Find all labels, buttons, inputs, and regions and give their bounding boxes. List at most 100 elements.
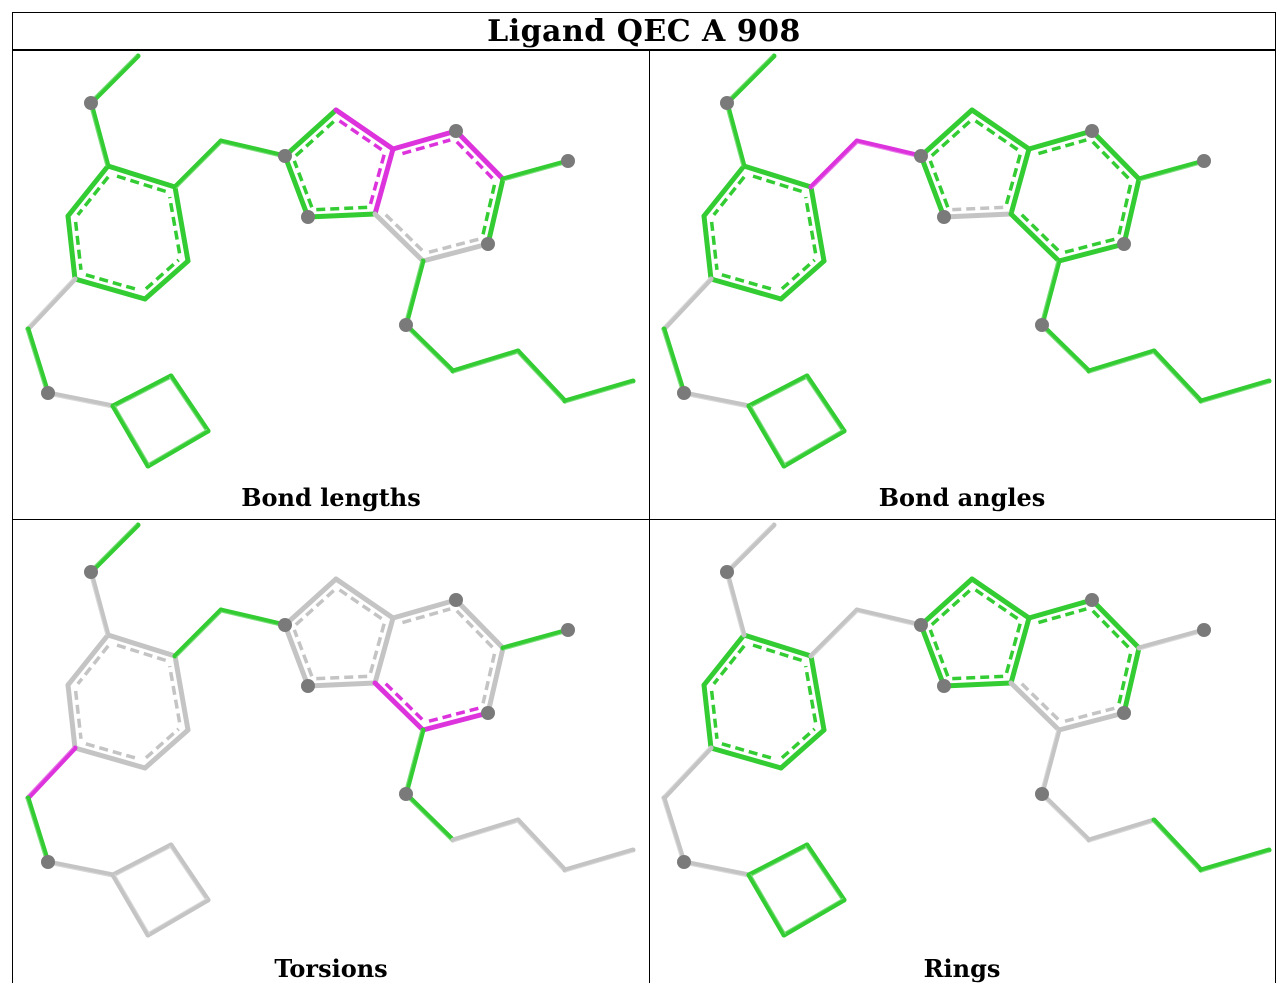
bond-j-k — [918, 107, 975, 159]
atom-aa-torsions — [41, 855, 55, 869]
bond-s-t — [1056, 706, 1127, 733]
atom-o-torsions — [449, 593, 463, 607]
bond-h-c — [105, 163, 178, 194]
bond-o-q — [1089, 128, 1142, 182]
bond-ac-ad — [804, 842, 847, 903]
bond-e-f — [72, 742, 148, 771]
bond-c-d — [701, 163, 747, 219]
bond-i-j — [218, 607, 288, 628]
bond-v-w — [450, 817, 521, 843]
bond-e-z — [25, 745, 78, 801]
atom-s-torsions — [481, 706, 495, 720]
caption-bond-angles: Bond angles — [878, 483, 1046, 512]
atom-u-rings — [1035, 787, 1049, 801]
bond-h-i — [172, 607, 224, 659]
bond-t-u — [1039, 258, 1062, 328]
bond-ad-ae — [781, 897, 847, 938]
bond-ad-ae — [781, 428, 847, 469]
bond-aa-ab — [681, 390, 752, 409]
atom-o-rings — [1085, 593, 1099, 607]
caption-torsions: Torsions — [274, 954, 388, 983]
bond-f-g — [778, 727, 827, 771]
bond-ae-ab — [746, 872, 787, 938]
bond-m-n — [305, 674, 378, 689]
bond-h-c — [741, 163, 814, 194]
panel-rings: Rings — [649, 519, 1276, 983]
atom-j-rings — [914, 618, 928, 632]
bond-q-r — [500, 627, 571, 651]
bond-w-x — [1151, 348, 1204, 404]
bond-b-c — [88, 100, 111, 169]
bond-ab-ac — [746, 373, 810, 409]
bond-b-c — [88, 569, 111, 638]
bond-x-y — [562, 847, 636, 873]
atom-u-torsions — [399, 787, 413, 801]
bond-ae-ab — [746, 403, 787, 469]
bond-aa-ab — [681, 859, 752, 878]
bond-e-z — [25, 276, 78, 332]
panel-torsions: Torsions — [12, 519, 650, 983]
bond-ac-ad — [168, 842, 211, 903]
bond-k-l — [969, 107, 1032, 152]
bond-i-j — [854, 138, 924, 159]
bond-e-z — [661, 745, 714, 801]
bond-ae-ab — [110, 872, 151, 938]
bond-q-s — [481, 176, 506, 247]
bond-c-d — [65, 163, 111, 219]
atom-aa-bond-lengths — [41, 386, 55, 400]
bond-z-aa — [25, 795, 51, 865]
atom-n-rings — [937, 679, 951, 693]
bond-u-v — [1039, 791, 1092, 843]
atom-o-bond-angles — [1085, 124, 1099, 138]
bond-q-r — [500, 158, 571, 182]
bond-v-w — [1086, 348, 1157, 374]
bond-h-i — [172, 138, 224, 190]
bond-c-d — [65, 632, 111, 688]
bond-g-h — [803, 653, 827, 733]
bond-v-w — [450, 348, 521, 374]
atom-r-bond-angles — [1197, 154, 1211, 168]
molecule-torsions — [25, 522, 636, 938]
atom-j-torsions — [278, 618, 292, 632]
bond-e-z — [661, 276, 714, 332]
bond-b-c — [724, 100, 747, 169]
bond-m-n — [941, 205, 1014, 220]
bond-l-m — [368, 615, 396, 686]
bond-ae-ab — [110, 403, 151, 469]
bond-j-k — [282, 576, 339, 628]
bond-d-e — [65, 213, 83, 282]
bond-e-f — [708, 742, 784, 771]
atom-r-torsions — [561, 623, 575, 637]
bond-z-aa — [661, 795, 687, 865]
atom-u-bond-lengths — [399, 318, 413, 332]
bond-m-n — [305, 205, 378, 220]
bond-u-v — [1039, 322, 1092, 374]
bond-j-k — [918, 576, 975, 628]
figure-title: Ligand QEC A 908 — [12, 12, 1276, 50]
bond-k-l — [333, 576, 396, 621]
bond-w-x — [515, 348, 568, 404]
bond-ab-ac — [746, 842, 810, 878]
bond-k-l — [333, 107, 396, 152]
atom-n-torsions — [301, 679, 315, 693]
atom-b-torsions — [84, 565, 98, 579]
bond-n-j — [918, 622, 950, 689]
bond-o-q — [453, 128, 506, 182]
bond-j-k — [282, 107, 339, 159]
bond-i-j — [218, 138, 288, 159]
bond-b-c — [724, 569, 747, 638]
bond-f-g — [142, 258, 191, 302]
bond-ac-ad — [168, 373, 211, 434]
bond-i-j — [854, 607, 924, 628]
bond-l-o — [390, 128, 459, 156]
atom-b-rings — [720, 565, 734, 579]
panel-bond-lengths: Bond lengths — [12, 50, 650, 520]
bond-d-e — [65, 682, 83, 751]
bond-l-m — [1004, 615, 1032, 686]
bond-q-r — [1136, 627, 1207, 651]
bond-g-h — [167, 184, 191, 264]
bond-l-o — [1026, 128, 1095, 156]
bond-a-b — [88, 522, 141, 575]
atom-aa-bond-angles — [677, 386, 691, 400]
